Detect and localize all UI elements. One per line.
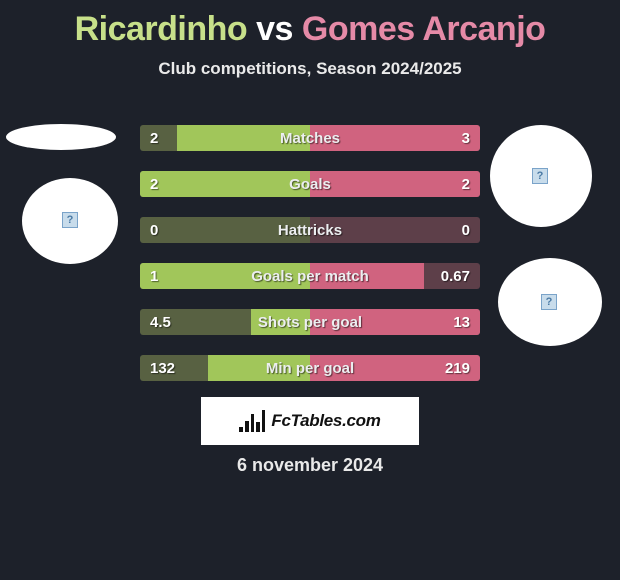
logo-bars-icon <box>239 410 265 432</box>
stat-label: Goals <box>140 171 480 197</box>
fctables-logo: FcTables.com <box>201 397 419 445</box>
stat-row: 10.67Goals per match <box>140 263 480 289</box>
stat-label: Min per goal <box>140 355 480 381</box>
player2-name: Gomes Arcanjo <box>302 10 546 48</box>
stat-row: 4.513Shots per goal <box>140 309 480 335</box>
stat-row: 00Hattricks <box>140 217 480 243</box>
subtitle: Club competitions, Season 2024/2025 <box>0 59 620 79</box>
stat-label: Matches <box>140 125 480 151</box>
vs-text: vs <box>256 10 293 48</box>
stat-row: 132219Min per goal <box>140 355 480 381</box>
stat-label: Hattricks <box>140 217 480 243</box>
stats-chart: 23Matches 22Goals 00Hattricks 10.67Goals pe… <box>140 125 480 401</box>
logo-text: FcTables.com <box>271 411 380 431</box>
decor-ellipse <box>6 124 116 150</box>
stat-row: 23Matches <box>140 125 480 151</box>
player1-name: Ricardinho <box>75 10 248 48</box>
date-text: 6 november 2024 <box>0 455 620 476</box>
placeholder-image-icon: ? <box>541 294 557 310</box>
stat-label: Goals per match <box>140 263 480 289</box>
stat-row: 22Goals <box>140 171 480 197</box>
placeholder-image-icon: ? <box>532 168 548 184</box>
placeholder-image-icon: ? <box>62 212 78 228</box>
page-title: Ricardinho vs Gomes Arcanjo <box>0 0 620 49</box>
stat-label: Shots per goal <box>140 309 480 335</box>
